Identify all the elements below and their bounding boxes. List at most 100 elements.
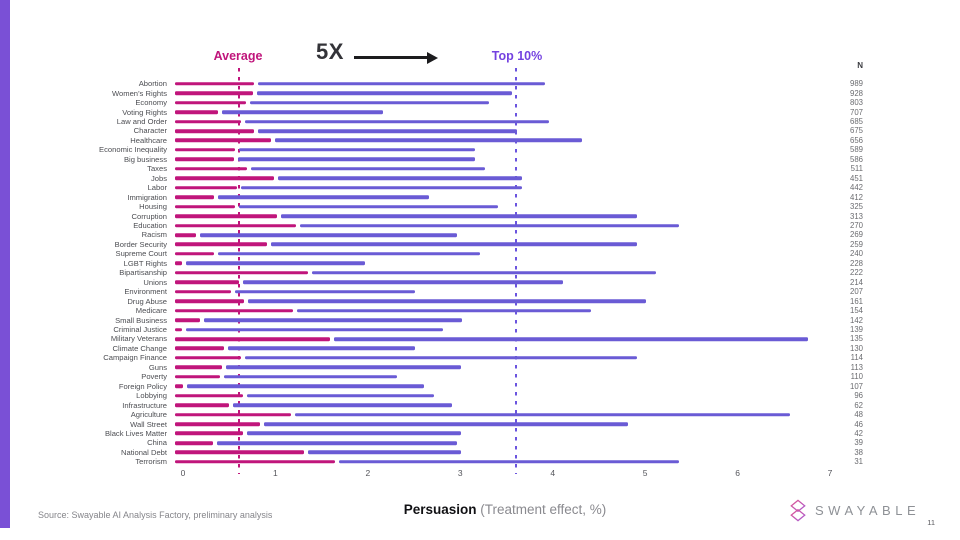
- top10-bar: [300, 223, 679, 228]
- bar-track: [175, 107, 822, 116]
- n-value: 222: [849, 268, 863, 278]
- table-row: Housing 325: [0, 202, 960, 211]
- table-row: Campaign Finance 114: [0, 353, 960, 362]
- average-bar: [175, 176, 274, 181]
- average-bar: [175, 242, 267, 247]
- bar-track: [175, 145, 822, 154]
- n-value: 62: [854, 400, 863, 410]
- top10-legend-label: Top 10%: [491, 49, 543, 63]
- bar-track: [175, 126, 822, 135]
- average-bar: [175, 119, 241, 124]
- category-label: Voting Rights: [122, 107, 167, 117]
- average-bar: [175, 318, 200, 322]
- category-label: Black Lives Matter: [104, 428, 167, 438]
- top10-bar: [185, 261, 365, 266]
- category-label: LGBT Rights: [123, 258, 167, 268]
- top10-bar: [224, 374, 397, 379]
- table-row: Small Business 142: [0, 315, 960, 325]
- x-tick-label: 2: [365, 468, 371, 478]
- top10-bar: [244, 119, 550, 124]
- n-value: 107: [849, 381, 863, 391]
- average-bar: [175, 223, 297, 228]
- category-label: Immigration: [127, 192, 167, 202]
- top10-bar: [256, 91, 513, 95]
- bar-track: [175, 372, 822, 381]
- average-bar: [175, 204, 236, 209]
- n-value: 161: [849, 296, 863, 306]
- top10-bar: [239, 148, 476, 152]
- average-legend-label: Average: [213, 49, 263, 63]
- bar-track: [175, 448, 822, 457]
- n-value: 259: [849, 239, 863, 249]
- average-bar: [175, 374, 221, 379]
- axis-title-gray: (Treatment effect, %): [476, 502, 607, 517]
- bar-track: [175, 202, 822, 211]
- bar-track: [175, 155, 822, 164]
- average-bar: [175, 81, 254, 86]
- table-row: Medicare 154: [0, 306, 960, 315]
- n-value: 325: [849, 202, 863, 212]
- bar-track: [175, 230, 822, 239]
- top10-bar: [186, 327, 443, 332]
- n-value: 589: [849, 145, 863, 155]
- table-row: Unions 214: [0, 278, 960, 287]
- bar-track: [175, 249, 822, 258]
- top10-bar: [242, 280, 564, 285]
- table-row: Black Lives Matter 42: [0, 429, 960, 438]
- category-label: Environment: [124, 287, 167, 297]
- average-bar: [175, 185, 237, 190]
- table-row: Climate Change 130: [0, 344, 960, 353]
- bar-track: [175, 325, 822, 334]
- average-bar: [175, 91, 253, 95]
- average-bar: [175, 195, 214, 199]
- table-row: Taxes 511: [0, 164, 960, 173]
- average-bar: [175, 148, 236, 152]
- average-bar: [175, 356, 241, 360]
- bar-track: [175, 410, 822, 419]
- n-value: 142: [849, 315, 863, 325]
- top10-bar: [294, 412, 790, 417]
- bar-track: [175, 457, 822, 466]
- bar-track: [175, 79, 822, 88]
- table-row: Bipartisanship 222: [0, 268, 960, 277]
- swayable-wordmark: SWAYABLE: [815, 503, 921, 518]
- category-label: National Debt: [120, 447, 167, 457]
- table-row: Guns 113: [0, 363, 960, 372]
- average-bar: [175, 431, 244, 436]
- source-note: Source: Swayable AI Analysis Factory, pr…: [38, 510, 273, 520]
- top10-bar: [275, 138, 582, 143]
- table-row: Infrastructure 62: [0, 400, 960, 410]
- table-row: Immigration 412: [0, 192, 960, 202]
- top10-bar: [217, 195, 430, 199]
- average-bar: [175, 252, 214, 256]
- top10-bar: [312, 270, 656, 275]
- average-bar: [175, 100, 247, 105]
- category-label: Poverty: [141, 372, 167, 382]
- category-label: Infrastructure: [122, 400, 167, 410]
- slide-accent-bar: [0, 0, 10, 528]
- right-arrow-icon: [354, 51, 438, 64]
- table-row: Supreme Court 240: [0, 249, 960, 258]
- n-value: 313: [849, 211, 863, 221]
- axis-title-bold: Persuasion: [403, 502, 477, 517]
- n-value: 412: [849, 192, 863, 202]
- bar-track: [175, 192, 822, 201]
- category-label: Wall Street: [130, 419, 167, 429]
- category-label: Unions: [143, 277, 167, 287]
- top10-bar: [232, 403, 453, 407]
- category-label: Law and Order: [116, 117, 167, 127]
- category-label: Campaign Finance: [103, 353, 167, 363]
- n-value: 154: [849, 306, 863, 316]
- table-row: Healthcare 656: [0, 136, 960, 145]
- x-tick-label: 5: [642, 468, 648, 478]
- average-bar: [175, 167, 248, 171]
- average-bar: [175, 327, 183, 332]
- top10-bar: [238, 157, 476, 162]
- n-value: 803: [849, 98, 863, 108]
- average-bar: [175, 450, 305, 455]
- bar-track: [175, 429, 822, 438]
- average-bar: [175, 233, 197, 237]
- top10-bar: [297, 308, 591, 313]
- bar-track: [175, 164, 822, 173]
